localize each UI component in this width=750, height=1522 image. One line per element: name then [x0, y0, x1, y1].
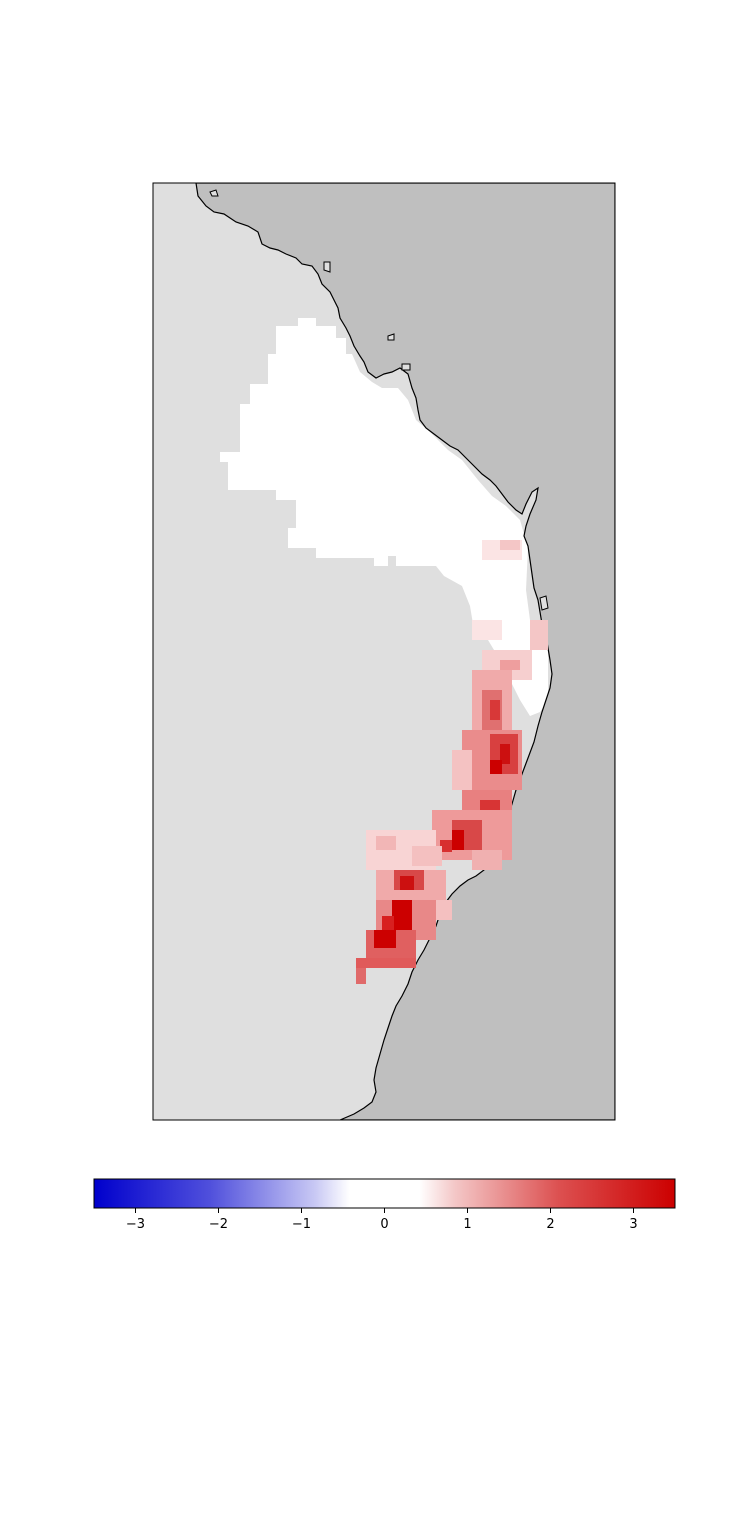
- island: [539, 595, 549, 611]
- colorbar-tick-label: −1: [292, 1217, 311, 1232]
- colorbar-tick-label: −2: [209, 1217, 228, 1232]
- colorbar-gradient: [93, 1178, 676, 1209]
- island: [401, 363, 411, 371]
- colorbar-tick-label: 2: [546, 1217, 554, 1232]
- map-frame: [152, 182, 616, 1121]
- island: [209, 189, 219, 197]
- colorbar-tick-label: 3: [629, 1217, 637, 1232]
- colorbar-tick-label: 1: [463, 1217, 471, 1232]
- ocean-area: [195, 183, 615, 1120]
- island: [323, 261, 331, 273]
- map-panel: [153, 183, 615, 1120]
- colorbar-tick-label: 0: [380, 1217, 388, 1232]
- colorbar: −3 −2 −1 0 1 2 3: [93, 1178, 676, 1232]
- positive-anomaly-cells: [356, 540, 548, 984]
- colorbar-tick-label: −3: [126, 1217, 145, 1232]
- island: [387, 333, 395, 341]
- near-zero-field-region: [220, 318, 548, 716]
- colorbar-ticks: −3 −2 −1 0 1 2 3: [126, 1208, 638, 1232]
